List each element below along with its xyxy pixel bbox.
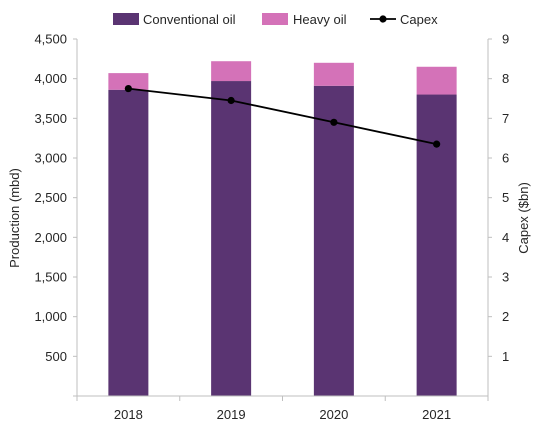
capex-point-2020 bbox=[330, 118, 338, 126]
y-tick-label: 4,500 bbox=[34, 32, 67, 47]
y2-tick-label: 9 bbox=[502, 32, 509, 47]
legend-label-capex: Capex bbox=[400, 12, 438, 27]
capex-point-2021 bbox=[433, 140, 441, 148]
capex-point-2019 bbox=[227, 96, 235, 105]
bar-conventional-2019 bbox=[211, 81, 252, 397]
y-tick-label: 500 bbox=[45, 349, 67, 364]
x-tick-label: 2018 bbox=[114, 407, 143, 422]
bar-heavy-2020 bbox=[313, 62, 354, 86]
bar-conventional-2018 bbox=[108, 89, 149, 397]
y2-tick-label: 1 bbox=[502, 349, 509, 364]
x-tick-label: 2021 bbox=[422, 407, 451, 422]
y-tick-label: 2,500 bbox=[34, 190, 67, 205]
bar-conventional-2021 bbox=[416, 94, 457, 397]
legend-label-heavy: Heavy oil bbox=[293, 12, 347, 27]
y2-axis-title: Capex ($bn) bbox=[516, 182, 531, 254]
y-tick-label: 1,000 bbox=[34, 309, 67, 324]
bar-heavy-2019 bbox=[211, 61, 252, 82]
y-tick-label: 2,000 bbox=[34, 230, 67, 245]
capex-line bbox=[128, 87, 437, 145]
legend-swatch-heavy bbox=[262, 13, 288, 25]
x-tick-label: 2019 bbox=[217, 407, 246, 422]
bars-layer bbox=[108, 61, 457, 397]
y-tick-label: 1,500 bbox=[34, 270, 67, 285]
y2-tick-label: 2 bbox=[502, 309, 509, 324]
legend-marker-capex bbox=[379, 15, 387, 23]
y-tick-label: 3,500 bbox=[34, 111, 67, 126]
y-axis-title: Production (mbd) bbox=[7, 168, 22, 268]
y-tick-label: 3,000 bbox=[34, 151, 67, 166]
y2-tick-label: 4 bbox=[502, 230, 509, 245]
y2-tick-label: 6 bbox=[502, 151, 509, 166]
y2-tick-label: 8 bbox=[502, 71, 509, 86]
x-tick-label: 2020 bbox=[319, 407, 348, 422]
y2-tick-label: 5 bbox=[502, 190, 509, 205]
legend: Conventional oil Heavy oil Capex bbox=[113, 12, 438, 27]
legend-label-conventional: Conventional oil bbox=[143, 12, 236, 27]
y2-tick-label: 7 bbox=[502, 111, 509, 126]
capex-point-2018 bbox=[124, 84, 132, 93]
axes-layer: 500 1,000 1,500 2,000 2,500 3,000 3,500 4,000 4,… bbox=[34, 32, 509, 423]
y2-tick-label: 3 bbox=[502, 270, 509, 285]
bar-heavy-2021 bbox=[416, 66, 457, 95]
legend-swatch-conventional bbox=[113, 13, 139, 25]
bar-heavy-2018 bbox=[108, 73, 149, 90]
capex-line-layer bbox=[124, 84, 441, 148]
y-tick-label: 4,000 bbox=[34, 71, 67, 86]
bar-conventional-2020 bbox=[313, 85, 354, 396]
